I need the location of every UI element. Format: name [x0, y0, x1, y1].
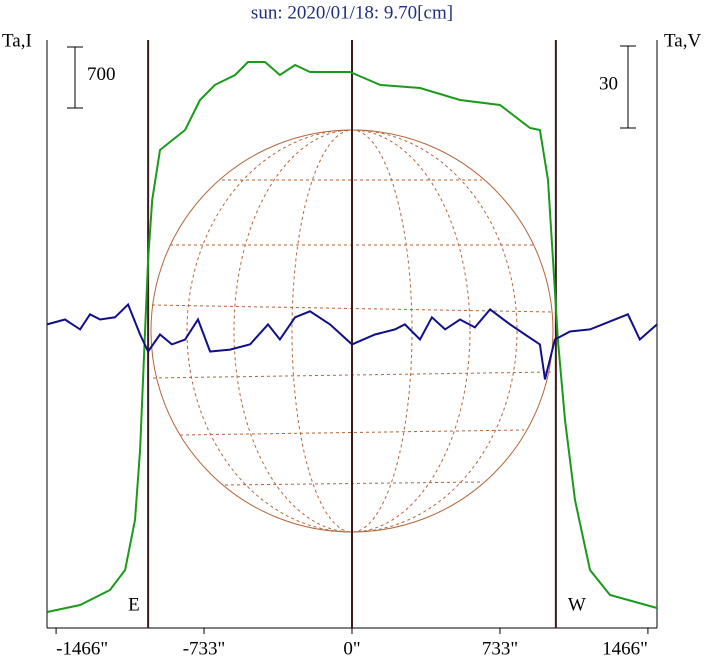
x-tick-label: 733" [482, 638, 518, 659]
scale-bar [620, 45, 636, 129]
series-line [46, 302, 658, 380]
y-axis-label: Ta,I [2, 30, 32, 51]
limb-label: E [128, 594, 140, 615]
y2-axis-label: Ta,V [664, 30, 701, 51]
x-tick-label: 0" [343, 638, 360, 659]
chart-title: sun: 2020/01/18: 9.70[cm] [251, 2, 453, 23]
x-tick-label: 1466" [602, 638, 648, 659]
limb-label: W [568, 594, 586, 615]
x-tick-label: -1466" [56, 638, 108, 659]
scale-bar [67, 46, 83, 109]
scale-bar-label: 700 [87, 64, 116, 85]
series-line [46, 61, 658, 613]
x-tick-label: -733" [183, 638, 226, 659]
scale-bar-label: 30 [599, 73, 618, 94]
